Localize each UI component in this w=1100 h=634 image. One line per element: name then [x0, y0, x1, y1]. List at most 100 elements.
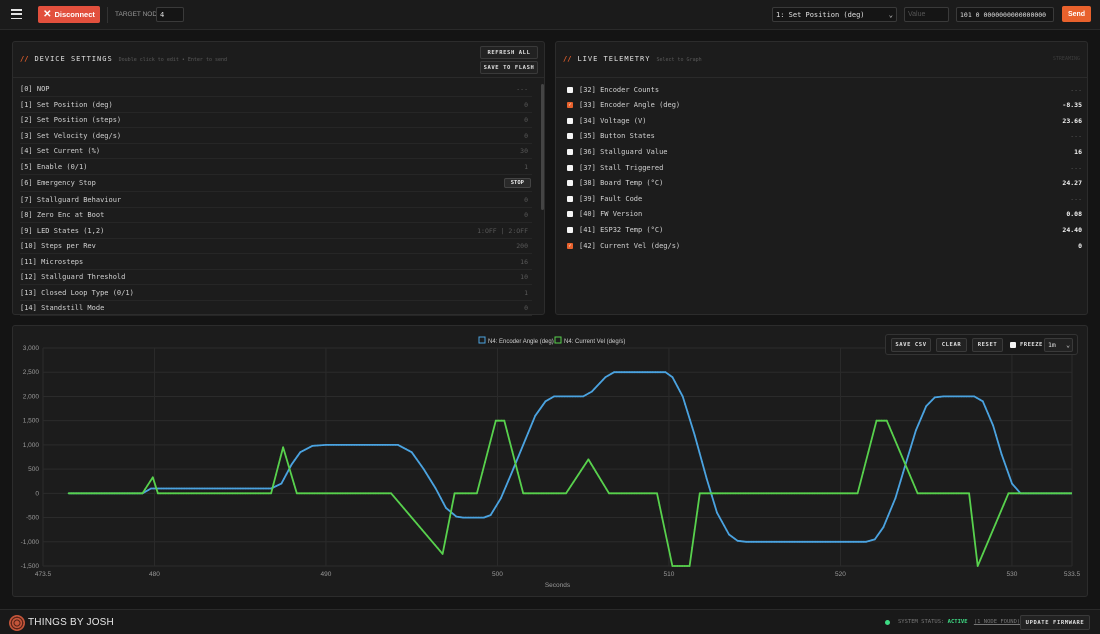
data-point [724, 492, 727, 495]
save-to-flash-button[interactable]: SAVE TO FLASH [480, 61, 538, 74]
data-point [337, 444, 340, 446]
settings-row[interactable]: [13] Closed Loop Type (0/1) 1 [20, 286, 532, 301]
data-point [693, 434, 696, 437]
settings-row[interactable]: [12] Stallguard Threshold 10 [20, 270, 532, 285]
data-point [737, 492, 740, 495]
settings-row[interactable]: [0] NOP --- [20, 82, 532, 97]
settings-row[interactable]: [14] Standstill Mode 0 [20, 301, 532, 316]
refresh-all-button[interactable]: REFRESH ALL [480, 46, 538, 59]
data-point [770, 492, 773, 495]
data-point [646, 492, 648, 495]
graph-checkbox[interactable] [567, 117, 573, 124]
data-point [599, 382, 601, 384]
settings-row[interactable]: [5] Enable (0/1) 1 [20, 160, 532, 175]
command-select[interactable]: 1: Set Position (deg) ⌄ [772, 7, 897, 22]
graph-checkbox[interactable] [567, 211, 573, 218]
data-point [783, 540, 786, 543]
data-point [173, 487, 175, 490]
reset-button[interactable]: RESET [972, 338, 1003, 352]
settings-row[interactable]: [1] Set Position (deg) 0 [20, 98, 532, 113]
data-point [472, 516, 475, 519]
value-input[interactable]: Value [904, 7, 949, 22]
data-point [275, 485, 278, 487]
graph-checkbox[interactable] [567, 148, 573, 155]
telemetry-row[interactable]: [34] Voltage (V) 23.66 [567, 113, 1086, 128]
data-point [922, 411, 925, 414]
target-node-input[interactable]: 4 [156, 7, 184, 22]
settings-row-value: 0 [524, 304, 528, 312]
data-point [203, 487, 206, 490]
data-point [157, 492, 159, 495]
data-point [193, 487, 196, 490]
telemetry-row[interactable]: [32] Encoder Counts --- [567, 82, 1086, 97]
clear-button[interactable]: CLEAR [936, 338, 967, 352]
freeze-checkbox[interactable] [1010, 342, 1016, 348]
data-point [987, 412, 989, 415]
data-point [796, 492, 798, 495]
menu-icon[interactable] [11, 9, 22, 19]
telemetry-row[interactable]: [33] Encoder Angle (deg) -8.35 [567, 98, 1086, 113]
data-point [1002, 504, 1005, 507]
settings-row[interactable]: [3] Set Velocity (deg/s) 0 [20, 129, 532, 144]
data-point [678, 565, 681, 567]
data-point [902, 471, 904, 474]
telemetry-row[interactable]: [42] Current Vel (deg/s) 0 [567, 238, 1086, 253]
update-firmware-button[interactable]: UPDATE FIRMWARE [1020, 615, 1090, 630]
data-point [763, 540, 765, 543]
data-point [457, 516, 460, 518]
window-select[interactable]: 1m ⌄ [1044, 338, 1073, 352]
data-point [610, 372, 613, 375]
data-point [1066, 492, 1068, 495]
settings-row[interactable]: [7] Stallguard Behaviour 0 [20, 193, 532, 208]
graph-checkbox[interactable] [567, 164, 573, 171]
raw-frame-input[interactable]: 101 0 0000000000000000 [956, 7, 1054, 22]
data-point [1045, 492, 1048, 495]
graph-checkbox[interactable] [567, 86, 573, 93]
settings-row[interactable]: [4] Set Current (%) 30 [20, 144, 532, 159]
data-point [301, 450, 304, 452]
graph-checkbox[interactable] [567, 226, 573, 233]
send-button[interactable]: Send [1062, 6, 1091, 22]
telemetry-row[interactable]: [37] Stall Triggered --- [567, 160, 1086, 175]
telemetry-row[interactable]: [39] Fault Code --- [567, 191, 1086, 206]
data-point [420, 464, 423, 467]
scrollbar[interactable] [541, 84, 544, 210]
telemetry-row[interactable]: [36] Stallguard Value 16 [567, 144, 1086, 159]
data-point [427, 476, 430, 478]
data-point [446, 528, 449, 531]
data-point [470, 492, 473, 495]
settings-row[interactable]: [8] Zero Enc at Boot 0 [20, 208, 532, 223]
settings-row[interactable]: [11] Microsteps 16 [20, 255, 532, 270]
data-point [432, 483, 435, 486]
graph-checkbox[interactable] [567, 133, 573, 140]
save-csv-button[interactable]: SAVE CSV [891, 338, 931, 352]
graph-checkbox[interactable] [567, 180, 573, 187]
data-point [244, 492, 247, 495]
graph-checkbox[interactable] [567, 102, 573, 109]
telemetry-row[interactable]: [38] Board Temp (°C) 24.27 [567, 176, 1086, 191]
graph-checkbox[interactable] [567, 195, 573, 202]
data-point [247, 487, 250, 490]
data-point [534, 414, 537, 417]
settings-row[interactable]: [6] Emergency Stop STOP [20, 175, 532, 192]
settings-row[interactable]: [10] Steps per Rev 200 [20, 239, 532, 254]
settings-row[interactable]: [9] LED States (1,2) 1:OFF | 2:OFF [20, 224, 532, 239]
data-point [470, 516, 472, 519]
disconnect-button[interactable]: ✕ Disconnect [38, 6, 100, 23]
data-point [259, 492, 262, 495]
telemetry-row[interactable]: [41] ESP32 Temp (°C) 24.40 [567, 222, 1086, 237]
data-point [390, 492, 392, 495]
data-point [405, 510, 408, 513]
data-point [439, 550, 441, 552]
data-point [939, 395, 942, 398]
data-point [539, 407, 542, 410]
data-point [841, 492, 844, 495]
telemetry-row[interactable]: [35] Button States --- [567, 129, 1086, 144]
data-point [494, 419, 497, 422]
settings-row[interactable]: [2] Set Position (steps) 0 [20, 113, 532, 128]
emergency-stop-button[interactable]: STOP [503, 178, 531, 188]
data-point [555, 492, 558, 495]
graph-checkbox[interactable] [567, 242, 573, 249]
telemetry-row[interactable]: [40] FW Version 0.08 [567, 207, 1086, 222]
data-point [689, 418, 691, 421]
